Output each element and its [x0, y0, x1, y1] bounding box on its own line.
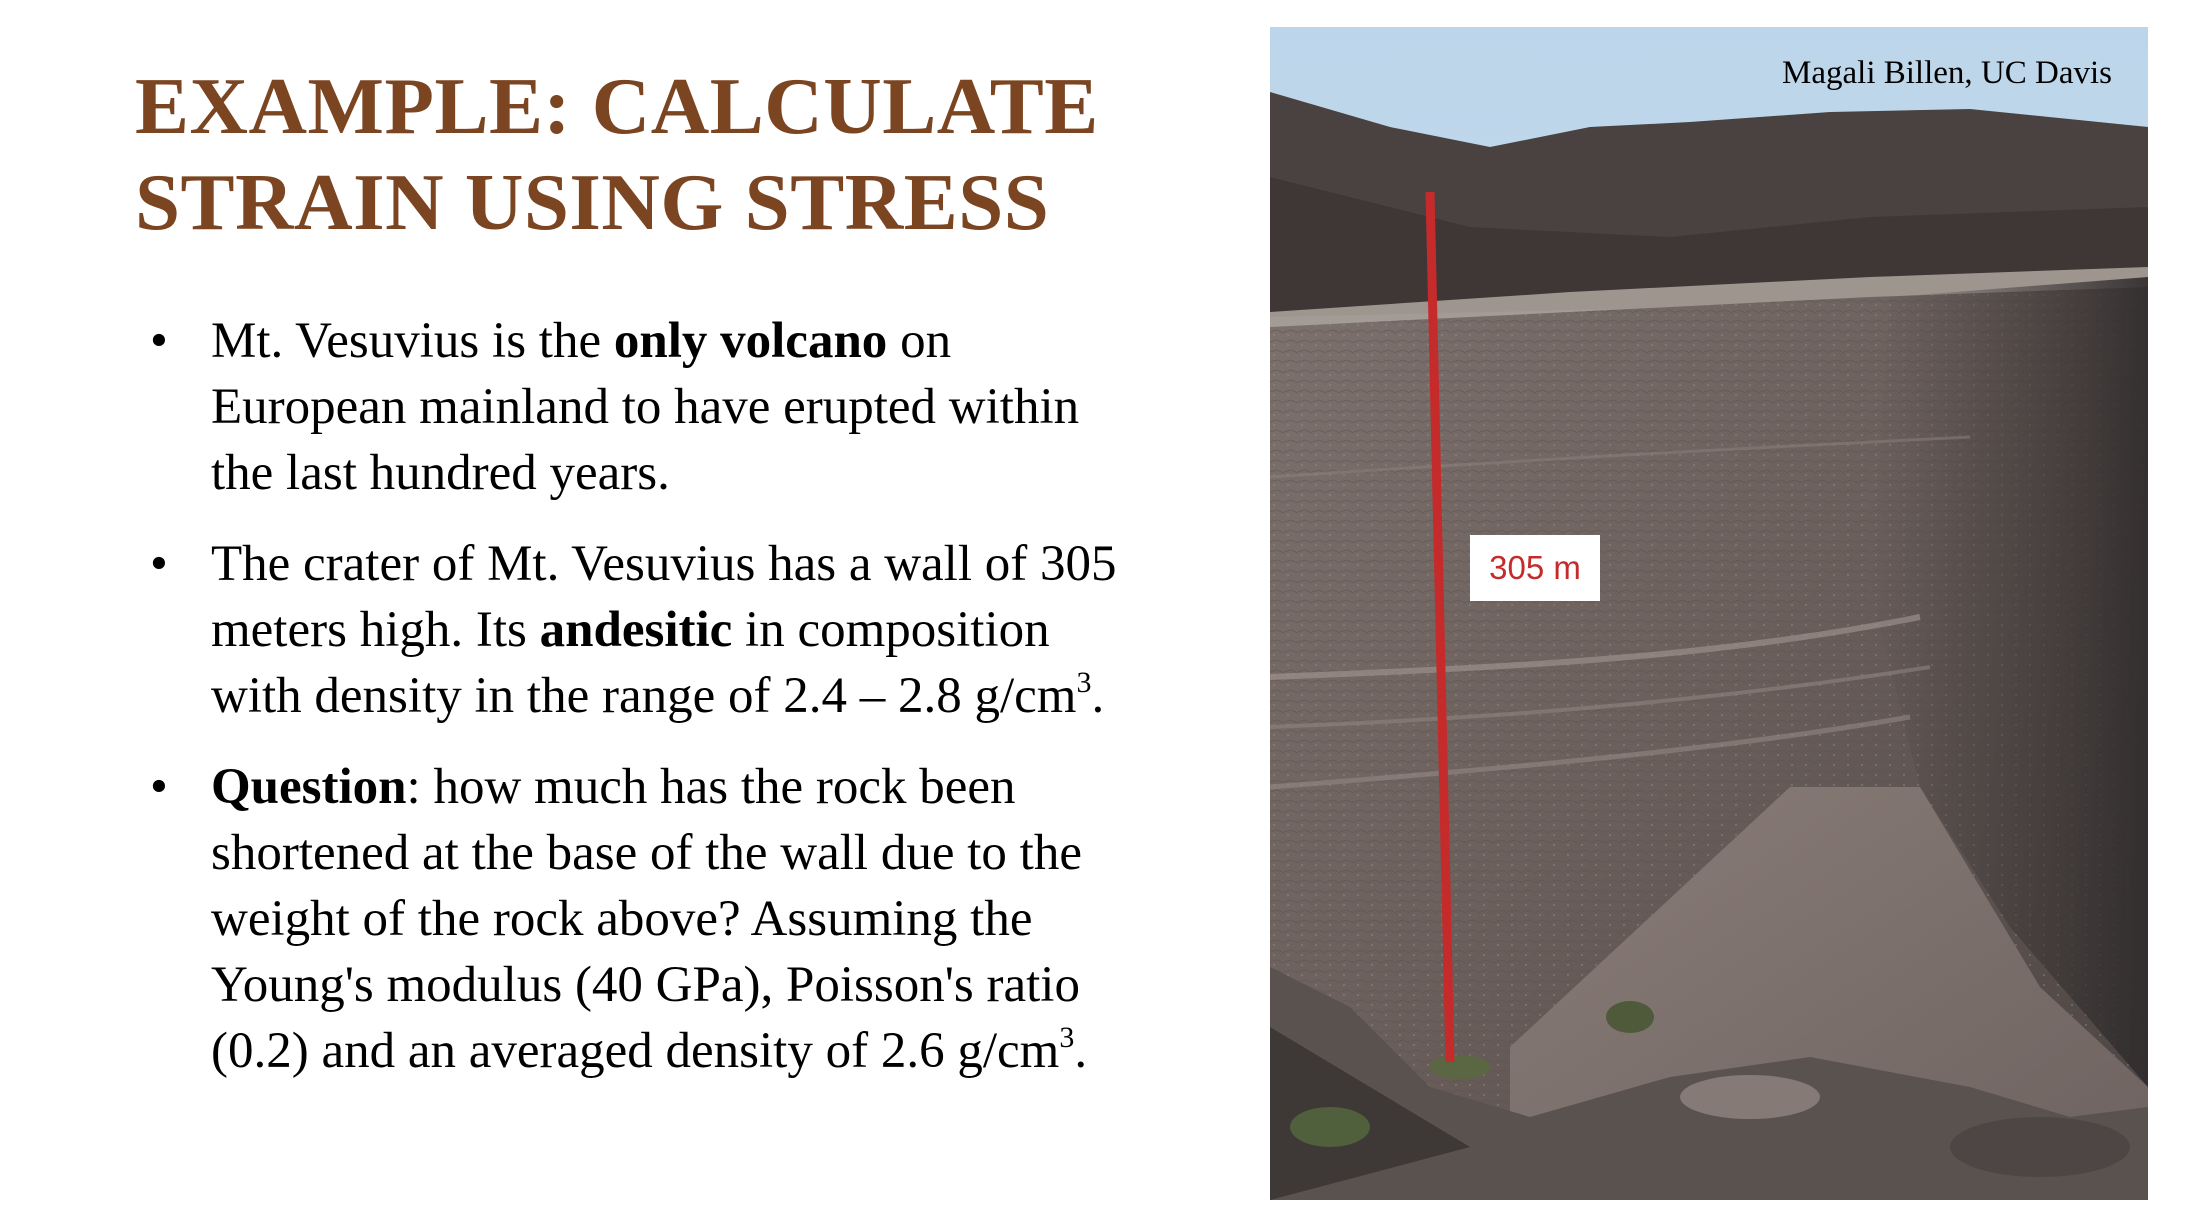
- bullet-dot-icon: •: [150, 759, 168, 815]
- text-line: Question: how much has the rock been: [211, 759, 1016, 815]
- text-line: The crater of Mt. Vesuvius has a wall of…: [211, 536, 1117, 592]
- photo-credit: Magali Billen, UC Davis: [1782, 55, 2112, 91]
- bullet-item: • Mt. Vesuvius is the only volcano on Eu…: [150, 308, 1260, 506]
- scale-bar: [1425, 191, 1455, 1063]
- text-line: (0.2) and an averaged density of 2.6 g/c…: [211, 1021, 1088, 1080]
- bullet-dot-icon: •: [150, 313, 168, 369]
- crater-photo: Magali Billen, UC Davis 305 m: [1270, 27, 2148, 1200]
- bullet-dot-icon: •: [150, 536, 168, 592]
- scale-label: 305 m: [1470, 535, 1600, 601]
- text-line: with density in the range of 2.4 – 2.8 g…: [211, 666, 1105, 725]
- text-line: the last hundred years.: [211, 445, 670, 501]
- text-line: weight of the rock above? Assuming the: [211, 891, 1033, 947]
- slide-title: EXAMPLE: CALCULATE STRAIN USING STRESS: [135, 58, 1235, 250]
- title-line-2: STRAIN USING STRESS: [135, 157, 1050, 247]
- bullet-item: • Question: how much has the rock been s…: [150, 754, 1260, 1084]
- text-line: Young's modulus (40 GPa), Poisson's rati…: [211, 957, 1080, 1013]
- crater-wall-illustration: [1270, 27, 2148, 1200]
- title-line-1: EXAMPLE: CALCULATE: [135, 61, 1099, 151]
- text-line: European mainland to have erupted within: [211, 379, 1080, 435]
- text-line: Mt. Vesuvius is the only volcano on: [211, 313, 952, 369]
- bullet-item: • The crater of Mt. Vesuvius has a wall …: [150, 531, 1260, 729]
- text-line: shortened at the base of the wall due to…: [211, 825, 1082, 881]
- bullet-list: • Mt. Vesuvius is the only volcano on Eu…: [150, 308, 1260, 1109]
- text-line: meters high. Its andesitic in compositio…: [211, 602, 1050, 658]
